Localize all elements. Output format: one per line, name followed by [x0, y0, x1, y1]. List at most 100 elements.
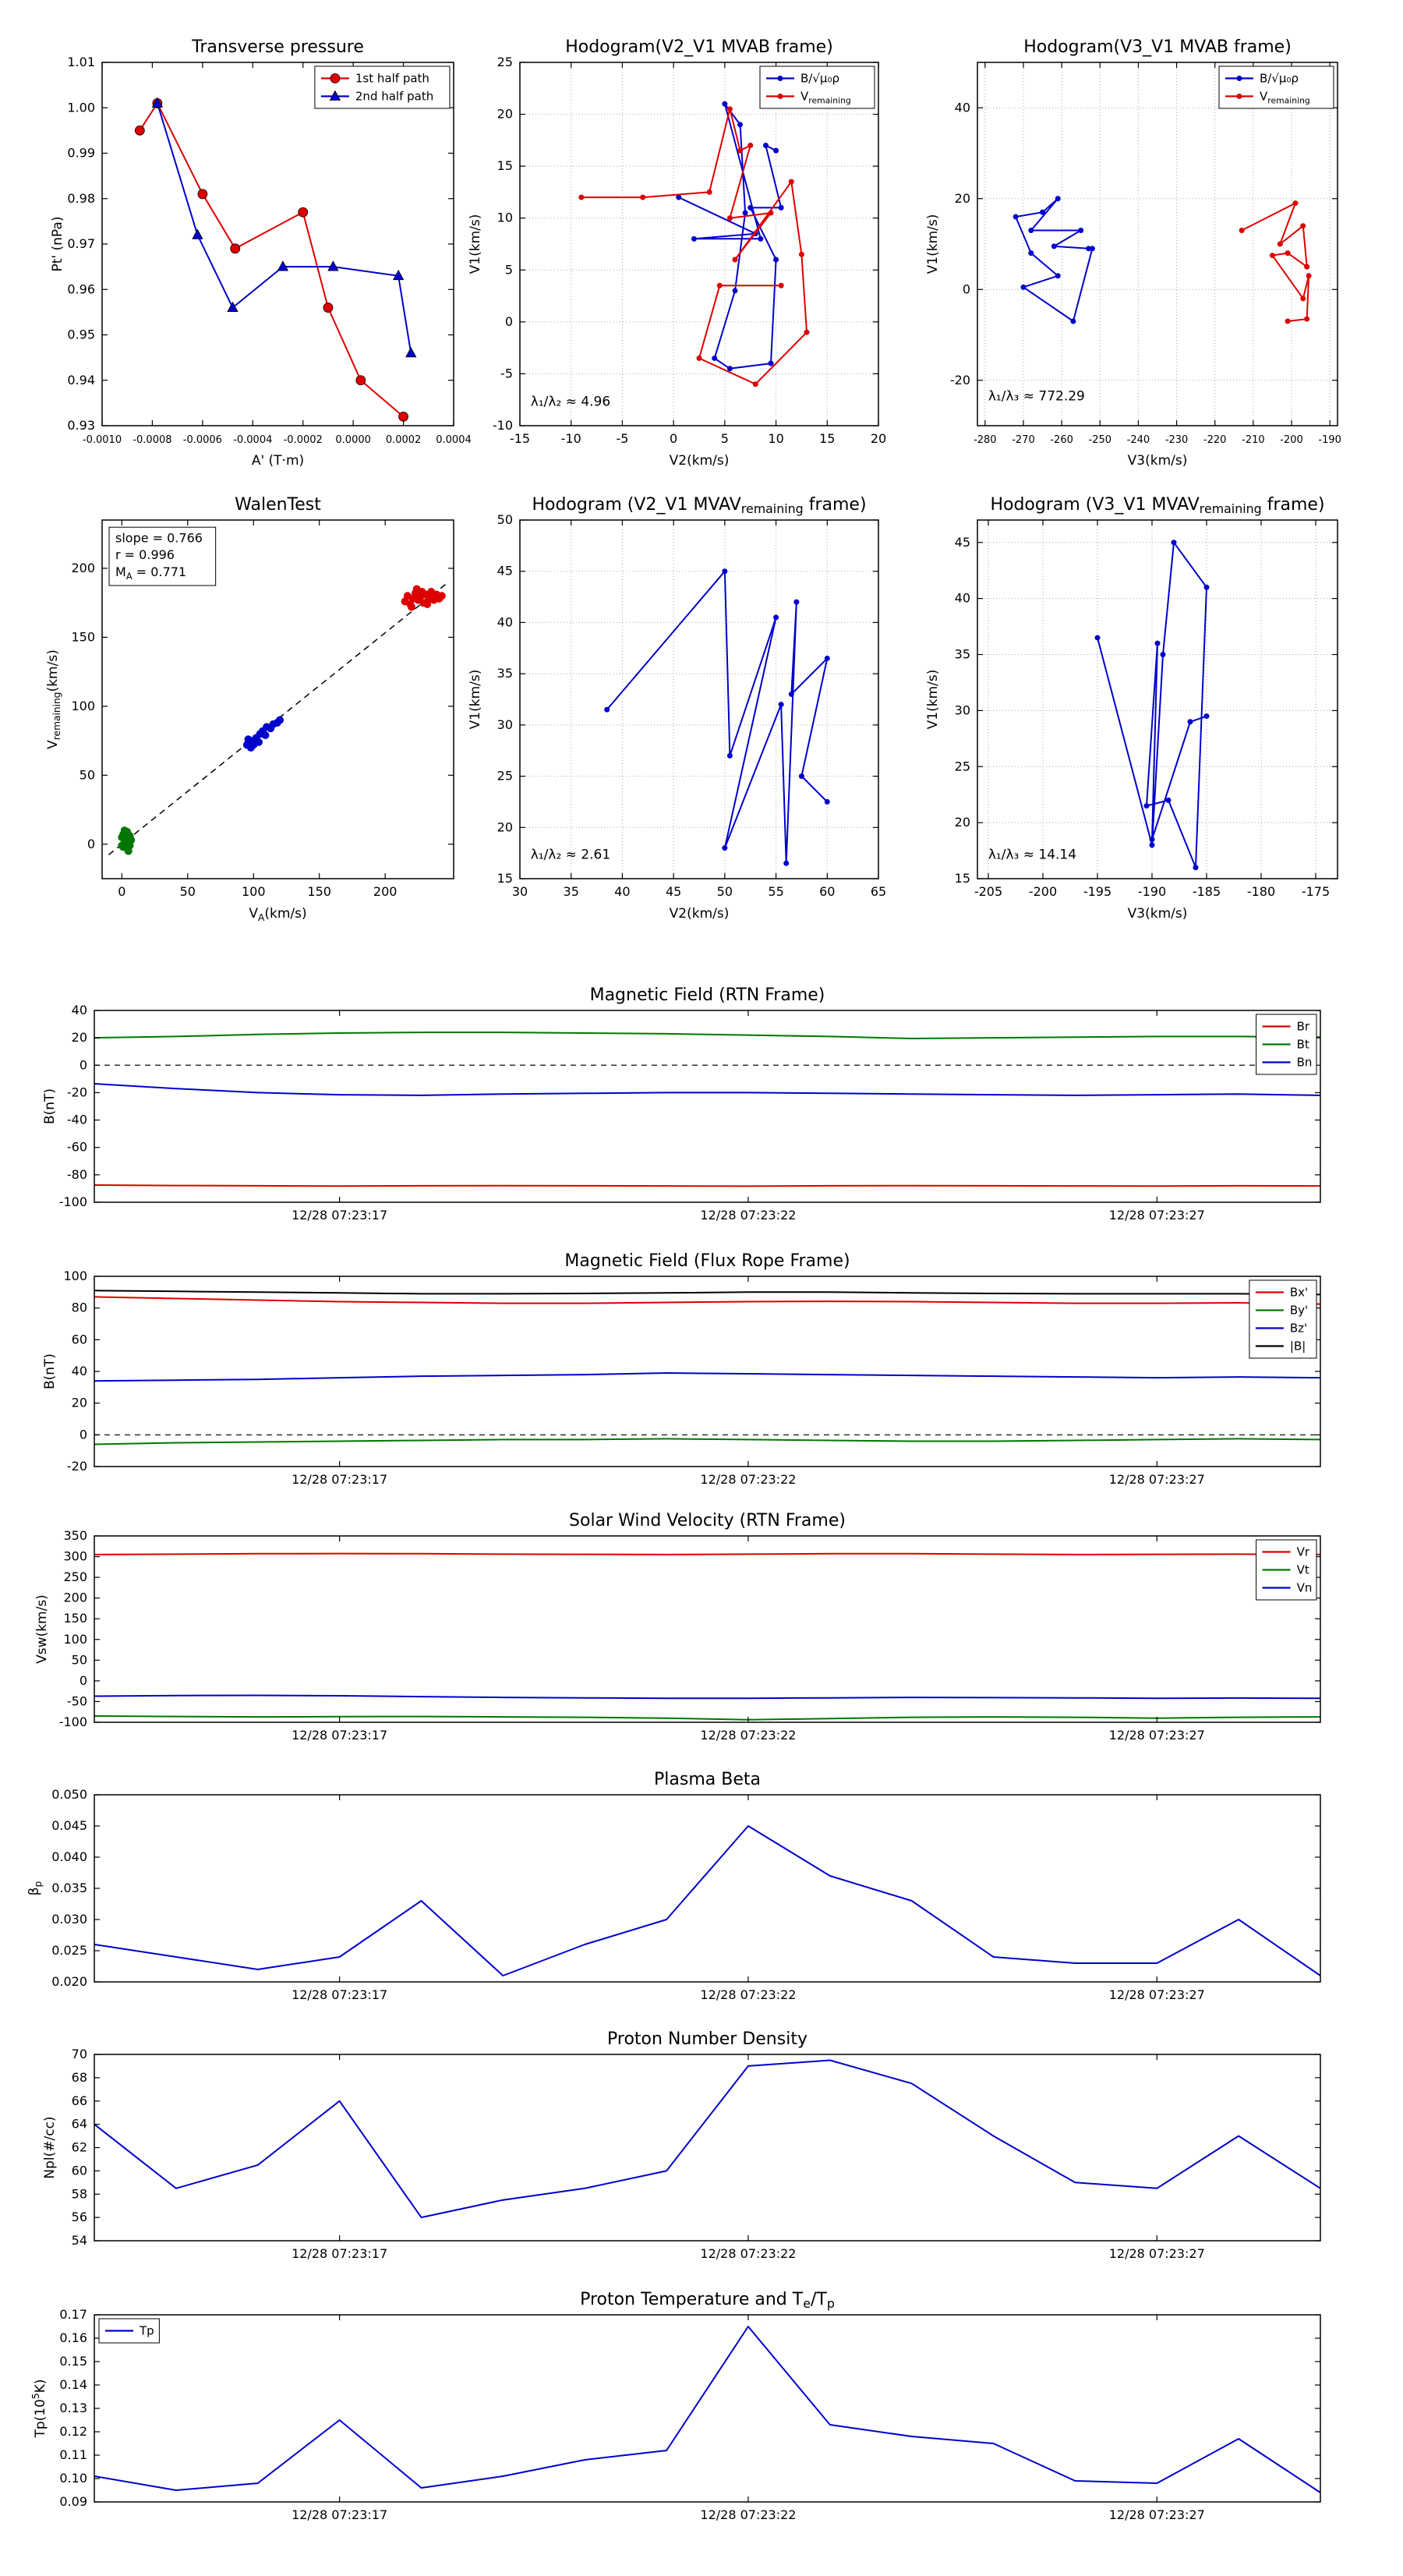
svg-text:60: 60 — [72, 1332, 87, 1346]
svg-text:MA = 0.771: MA = 0.771 — [115, 564, 186, 582]
svg-text:-185: -185 — [1193, 884, 1221, 899]
svg-text:-260: -260 — [1050, 434, 1073, 446]
chart-plasma-beta: 12/28 07:23:17 12/28 07:23:22 12/28 07:23:… — [27, 1770, 1321, 2002]
svg-text:56: 56 — [72, 2210, 87, 2224]
svg-text:-0.0004: -0.0004 — [233, 434, 272, 446]
svg-text:45: 45 — [666, 884, 681, 899]
svg-text:V3(km/s): V3(km/s) — [1128, 453, 1188, 469]
chart-walen-test: 0 50 100 150 200 0 50 100 150 200 WalenTest VA(km/s… — [45, 495, 454, 923]
svg-text:-40: -40 — [67, 1113, 87, 1127]
svg-text:0.025: 0.025 — [51, 1943, 87, 1958]
svg-text:150: 150 — [63, 1611, 87, 1626]
svg-text:B(nT): B(nT) — [42, 1353, 58, 1389]
svg-text:12/28 07:23:27: 12/28 07:23:27 — [1109, 1208, 1205, 1223]
svg-text:V1(km/s): V1(km/s) — [925, 214, 941, 274]
svg-text:B/√μ₀ρ: B/√μ₀ρ — [800, 72, 839, 86]
svg-text:64: 64 — [72, 2117, 87, 2132]
svg-text:12/28 07:23:17: 12/28 07:23:17 — [292, 2246, 387, 2261]
svg-text:-240: -240 — [1127, 434, 1150, 446]
svg-text:Magnetic Field (Flux Rope Fram: Magnetic Field (Flux Rope Frame) — [564, 1251, 850, 1271]
svg-text:-280: -280 — [974, 434, 997, 446]
svg-text:0.16: 0.16 — [59, 2330, 87, 2345]
svg-text:0.12: 0.12 — [59, 2424, 87, 2439]
svg-text:Vsw(km/s): Vsw(km/s) — [34, 1594, 50, 1664]
svg-text:0.98: 0.98 — [67, 191, 95, 206]
svg-text:55: 55 — [768, 884, 783, 899]
svg-text:Hodogram (V3_V1 MVAVremaining: Hodogram (V3_V1 MVAVremaining frame) — [990, 495, 1324, 516]
svg-text:-5: -5 — [616, 431, 628, 446]
svg-text:0: 0 — [87, 837, 95, 851]
svg-text:0.11: 0.11 — [59, 2447, 87, 2462]
svg-text:0.040: 0.040 — [51, 1849, 87, 1864]
svg-text:150: 150 — [307, 884, 331, 899]
svg-text:15: 15 — [497, 158, 513, 173]
svg-text:40: 40 — [955, 591, 970, 606]
svg-text:-100: -100 — [59, 1714, 87, 1729]
svg-text:V1(km/s): V1(km/s) — [468, 670, 483, 730]
svg-text:-190: -190 — [1318, 434, 1341, 446]
svg-text:15: 15 — [955, 871, 970, 886]
svg-text:50: 50 — [497, 512, 513, 527]
svg-text:-205: -205 — [974, 884, 1002, 899]
svg-text:50: 50 — [80, 767, 95, 782]
svg-text:0.96: 0.96 — [67, 281, 95, 296]
chart-mag-field-flux-rope: 12/28 07:23:17 12/28 07:23:22 12/28 07:23:… — [42, 1251, 1321, 1487]
svg-text:-200: -200 — [1280, 434, 1303, 446]
svg-text:20: 20 — [955, 815, 970, 830]
svg-text:Transverse pressure: Transverse pressure — [191, 37, 364, 57]
svg-text:Vremaining(km/s): Vremaining(km/s) — [45, 649, 62, 749]
svg-text:62: 62 — [72, 2140, 87, 2155]
svg-text:1.01: 1.01 — [67, 55, 95, 69]
svg-text:B(nT): B(nT) — [42, 1088, 58, 1124]
svg-text:60: 60 — [72, 2163, 87, 2178]
svg-text:0.14: 0.14 — [59, 2377, 87, 2392]
svg-text:-200: -200 — [1029, 884, 1057, 899]
svg-text:0.09: 0.09 — [59, 2494, 87, 2509]
svg-text:12/28 07:23:22: 12/28 07:23:22 — [700, 2507, 796, 2522]
svg-text:0.95: 0.95 — [67, 327, 95, 342]
svg-text:Vt: Vt — [1297, 1563, 1309, 1577]
svg-text:25: 25 — [497, 769, 513, 784]
svg-text:-190: -190 — [1138, 884, 1166, 899]
svg-text:-0.0010: -0.0010 — [83, 434, 122, 446]
svg-text:12/28 07:23:17: 12/28 07:23:17 — [292, 1987, 387, 2002]
svg-text:35: 35 — [497, 666, 513, 681]
svg-text:12/28 07:23:27: 12/28 07:23:27 — [1109, 1472, 1205, 1487]
svg-text:0.050: 0.050 — [51, 1787, 87, 1802]
svg-text:100: 100 — [242, 884, 266, 899]
svg-text:60: 60 — [819, 884, 835, 899]
chart-hodogram-v3v1-mvav: -205 -200 -195 -190 -185 -180 -175 15 20 25 30 35 40… — [925, 495, 1338, 922]
svg-text:Vremaining: Vremaining — [800, 90, 851, 106]
svg-text:0: 0 — [118, 884, 125, 899]
svg-text:20: 20 — [72, 1030, 87, 1045]
svg-text:45: 45 — [497, 564, 513, 579]
svg-text:0.15: 0.15 — [59, 2354, 87, 2369]
svg-text:12/28 07:23:22: 12/28 07:23:22 — [700, 2246, 796, 2261]
svg-text:slope = 0.766: slope = 0.766 — [115, 531, 203, 546]
chart-solar-wind-velocity: 12/28 07:23:17 12/28 07:23:22 12/28 07:23:… — [34, 1511, 1321, 1743]
svg-text:Tp: Tp — [139, 2324, 154, 2338]
svg-text:Vr: Vr — [1297, 1545, 1310, 1559]
svg-text:200: 200 — [373, 884, 398, 899]
svg-text:50: 50 — [717, 884, 733, 899]
svg-text:20: 20 — [497, 107, 513, 122]
svg-text:40: 40 — [72, 1364, 87, 1378]
svg-text:0: 0 — [80, 1057, 87, 1072]
svg-text:V1(km/s): V1(km/s) — [925, 670, 941, 730]
svg-text:200: 200 — [71, 561, 95, 575]
svg-text:300: 300 — [63, 1549, 87, 1564]
svg-text:12/28 07:23:27: 12/28 07:23:27 — [1109, 1987, 1205, 2002]
svg-text:12/28 07:23:22: 12/28 07:23:22 — [700, 1987, 796, 2002]
svg-text:-250: -250 — [1089, 434, 1112, 446]
svg-text:15: 15 — [497, 871, 513, 886]
svg-text:20: 20 — [871, 431, 886, 446]
svg-text:-5: -5 — [500, 366, 513, 380]
svg-text:12/28 07:23:27: 12/28 07:23:27 — [1109, 2507, 1205, 2522]
svg-text:B/√μ₀ρ: B/√μ₀ρ — [1260, 72, 1299, 86]
svg-text:-60: -60 — [67, 1140, 87, 1155]
svg-text:12/28 07:23:17: 12/28 07:23:17 — [292, 1472, 387, 1487]
svg-text:65: 65 — [871, 884, 886, 899]
svg-text:WalenTest: WalenTest — [235, 495, 321, 515]
svg-text:Bz': Bz' — [1290, 1322, 1307, 1336]
svg-text:-270: -270 — [1012, 434, 1035, 446]
